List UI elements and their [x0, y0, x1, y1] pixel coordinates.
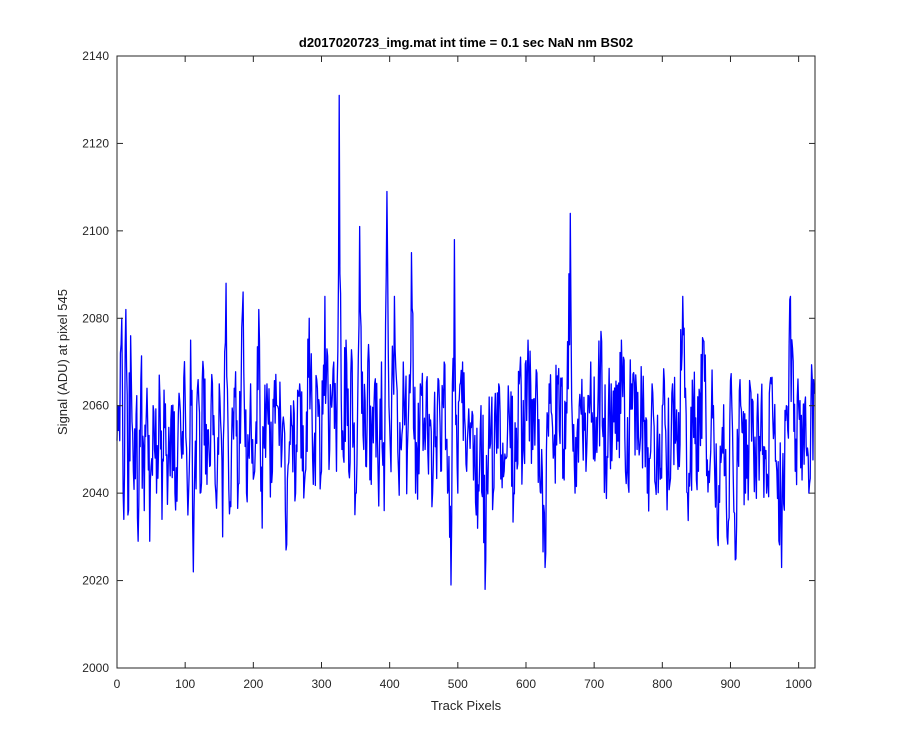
- y-tick-label-5: 2100: [82, 224, 109, 238]
- chart-title: d2017020723_img.mat int time = 0.1 sec N…: [299, 35, 633, 50]
- x-tick-label-8: 800: [652, 677, 672, 691]
- tick-layer: 0 100 200 300 400 500 600 700 800 900 1000 2000 2020…: [82, 49, 815, 691]
- series-line-0: [116, 94, 815, 590]
- y-tick-label-3: 2060: [82, 399, 109, 413]
- y-tick-label-6: 2120: [82, 136, 109, 150]
- x-tick-label-0: 0: [114, 677, 121, 691]
- x-tick-label-9: 900: [720, 677, 740, 691]
- x-tick-label-4: 400: [380, 677, 400, 691]
- y-tick-label-1: 2020: [82, 574, 109, 588]
- x-tick-label-10: 1000: [785, 677, 812, 691]
- x-tick-label-2: 200: [243, 677, 263, 691]
- y-tick-label-7: 2140: [82, 49, 109, 63]
- x-axis-label: Track Pixels: [431, 698, 502, 713]
- x-tick-label-3: 300: [311, 677, 331, 691]
- plot-frame: [116, 55, 816, 669]
- plot-area: [117, 56, 815, 668]
- x-tick-label-6: 600: [516, 677, 536, 691]
- y-tick-label-2: 2040: [82, 486, 109, 500]
- y-tick-label-0: 2000: [82, 661, 109, 675]
- x-tick-label-1: 100: [175, 677, 195, 691]
- y-axis-label: Signal (ADU) at pixel 545: [55, 289, 70, 435]
- series-layer: [116, 94, 815, 590]
- x-tick-label-5: 500: [448, 677, 468, 691]
- y-tick-label-4: 2080: [82, 311, 109, 325]
- x-tick-label-7: 700: [584, 677, 604, 691]
